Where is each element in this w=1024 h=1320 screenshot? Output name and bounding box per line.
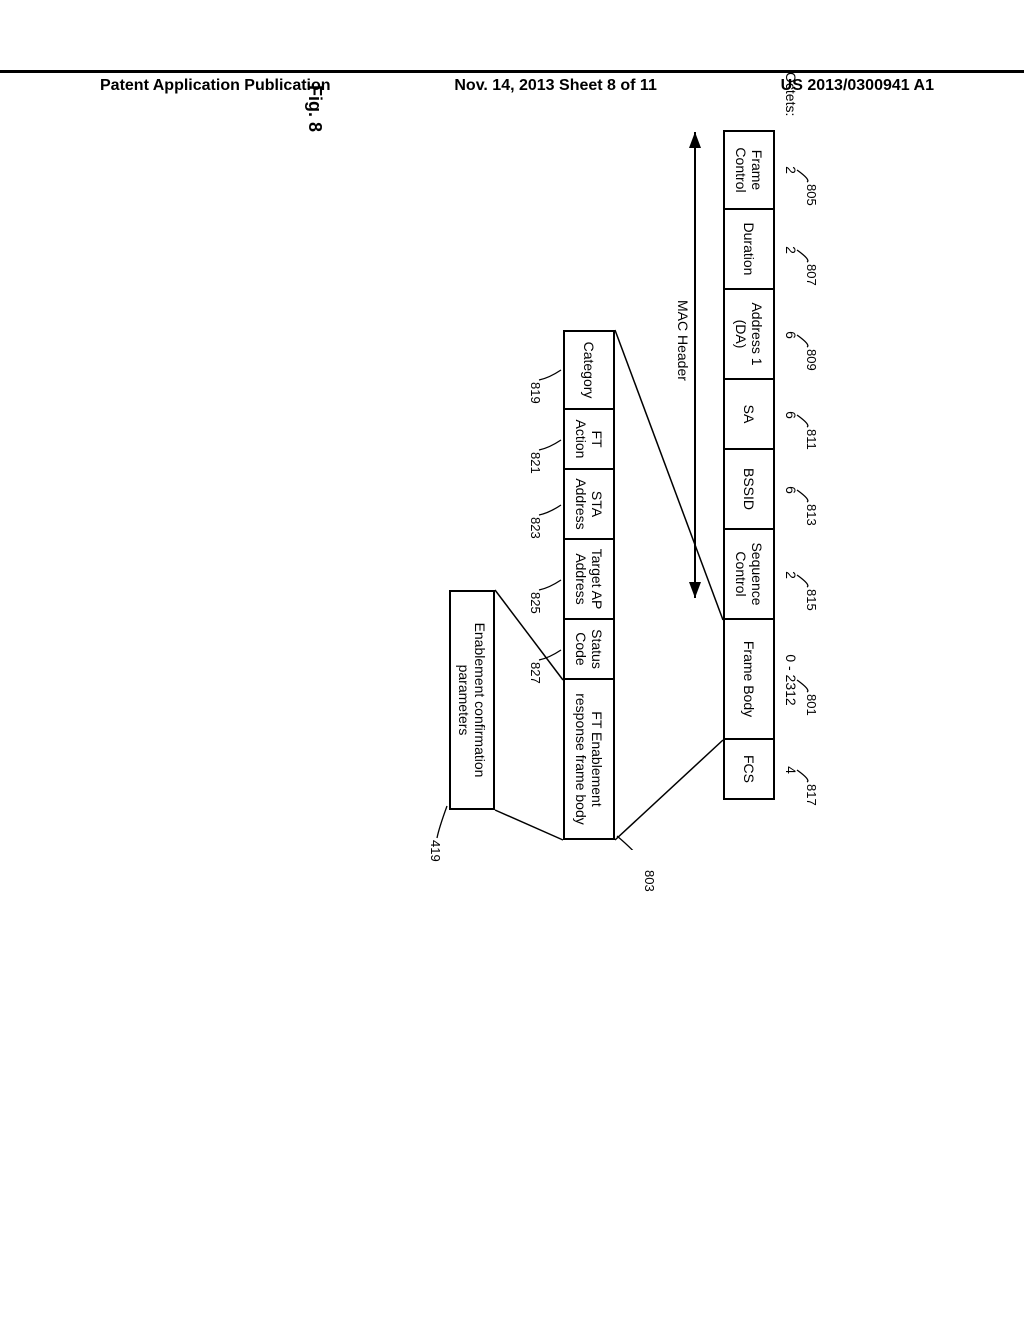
ref-leader-819 — [539, 370, 561, 380]
ref-811: 811 — [804, 429, 819, 450]
ref-leader-825 — [539, 580, 561, 590]
ref-leader-827 — [539, 650, 561, 660]
cell-row1-5: Sequence Control — [723, 530, 775, 620]
ref-807: 807 — [804, 264, 819, 286]
figure-label: Fig. 8 — [304, 85, 325, 132]
cell-row1-7: FCS — [723, 740, 775, 800]
octets-row: 2266620 - 23124 — [783, 130, 799, 800]
ref-823: 823 — [528, 517, 543, 539]
cell-row2-0: Category — [563, 330, 615, 410]
cell-row1-1: Duration — [723, 210, 775, 290]
cell-row1-2: Address 1 (DA) — [723, 290, 775, 380]
oct-0: 2 — [783, 130, 799, 210]
doc-header: Patent Application Publication Nov. 14, … — [0, 70, 1024, 105]
oct-5: 2 — [783, 530, 799, 620]
ref-803: 803 — [642, 870, 657, 892]
header-right: US 2013/0300941 A1 — [781, 77, 934, 95]
mac-header-label: MAC Header — [675, 300, 691, 381]
header-left: Patent Application Publication — [100, 77, 331, 95]
page: Patent Application Publication Nov. 14, … — [0, 0, 1024, 1320]
ref-801: 801 — [804, 694, 819, 716]
cell-row2-5: FT Enablement response frame body — [563, 680, 615, 840]
oct-1: 2 — [783, 210, 799, 290]
ref-825: 825 — [528, 592, 543, 614]
ref-813: 813 — [804, 504, 819, 526]
ref-leader-419 — [437, 806, 447, 838]
cell-row2-4: Status Code — [563, 620, 615, 680]
oct-6: 0 - 2312 — [783, 620, 799, 740]
cell-row1-3: SA — [723, 380, 775, 450]
oct-4: 6 — [783, 450, 799, 530]
ref-leader-823 — [539, 505, 561, 515]
ref-827: 827 — [528, 662, 543, 684]
ref-leader-821 — [539, 440, 561, 450]
frame-row-3: Enablement confirmation parameters — [449, 590, 495, 810]
ref-817: 817 — [804, 784, 819, 806]
ref-leader-803 — [617, 836, 645, 850]
cell-row2-1: FT Action — [563, 410, 615, 470]
frame-row-2: CategoryFT ActionSTA AddressTarget AP Ad… — [563, 330, 615, 840]
octets-label: Octets: — [783, 72, 799, 116]
cell-row3-0: Enablement confirmation parameters — [449, 590, 495, 810]
ref-419: 419 — [428, 840, 443, 862]
ref-809: 809 — [804, 349, 819, 371]
figure-rotated: Octets: 2266620 - 23124 Frame ControlDur… — [285, 110, 845, 850]
header-center: Nov. 14, 2013 Sheet 8 of 11 — [454, 77, 656, 95]
oct-3: 6 — [783, 380, 799, 450]
framebody-leader-left — [615, 330, 723, 620]
cell-row1-6: Frame Body — [723, 620, 775, 740]
frame-row-1: Frame ControlDurationAddress 1 (DA)SABSS… — [723, 130, 775, 800]
cell-row2-2: STA Address — [563, 470, 615, 540]
oct-7: 4 — [783, 740, 799, 800]
oct-2: 6 — [783, 290, 799, 380]
cell-row1-4: BSSID — [723, 450, 775, 530]
ref-819: 819 — [528, 382, 543, 404]
ft-leader-right — [495, 810, 563, 840]
cell-row2-3: Target AP Address — [563, 540, 615, 620]
cell-row1-0: Frame Control — [723, 130, 775, 210]
ref-821: 821 — [528, 452, 543, 474]
ref-815: 815 — [804, 589, 819, 611]
framebody-leader-right — [615, 740, 723, 840]
ref-805: 805 — [804, 184, 819, 206]
